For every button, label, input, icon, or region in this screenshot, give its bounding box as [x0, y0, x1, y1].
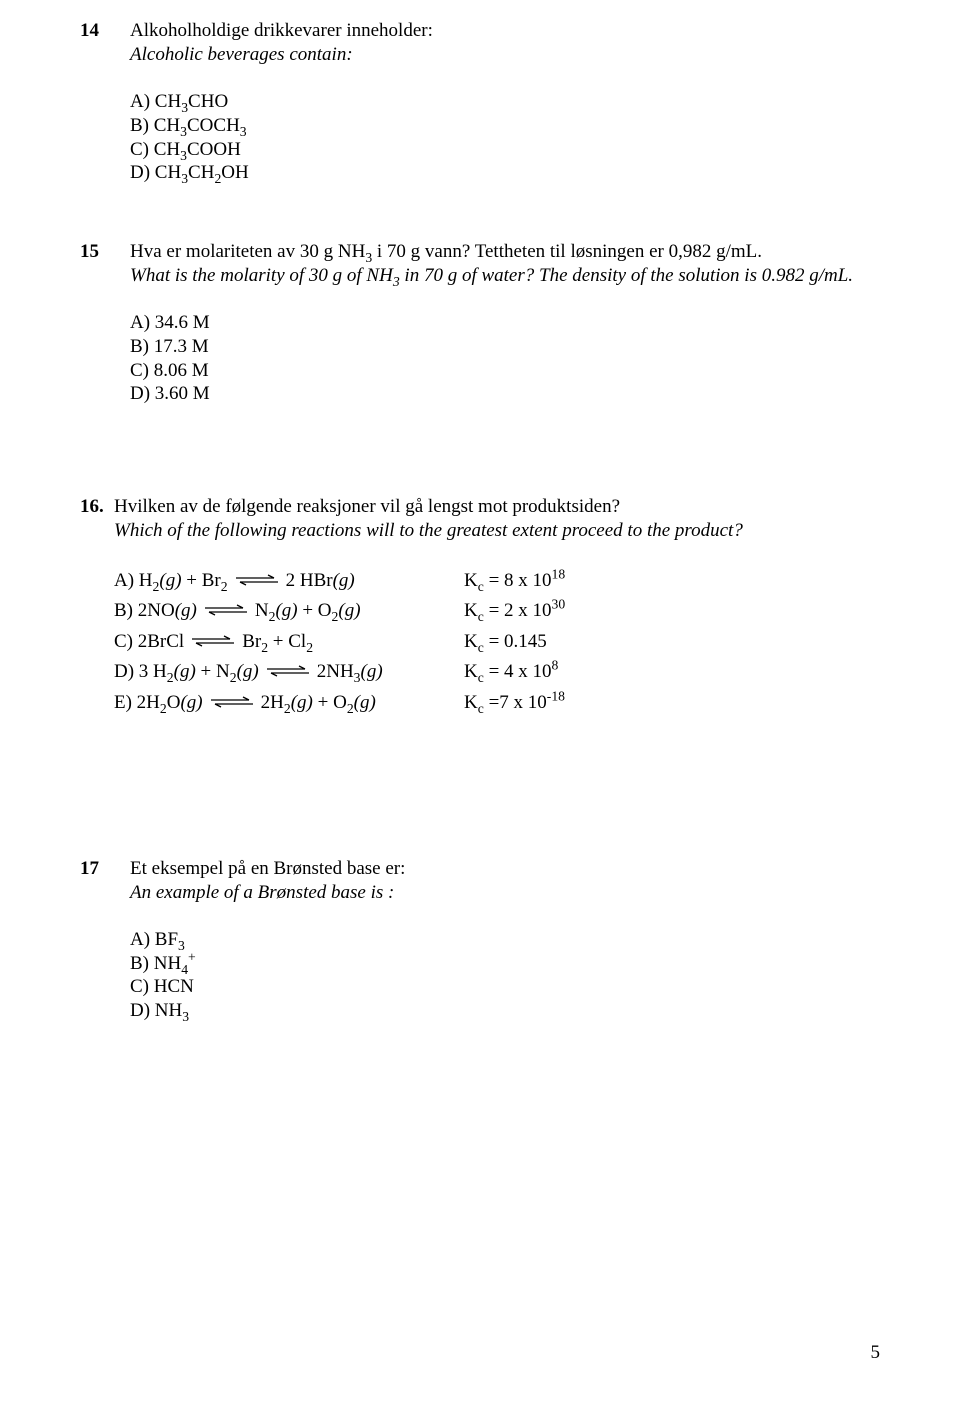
question-number: 14 — [80, 20, 130, 42]
reaction-row: A) H2(g) + Br2 2 HBr(g) Kc = 8 x 1018 — [114, 566, 880, 596]
option: D) CH3CH2OH — [130, 161, 880, 185]
page-number: 5 — [871, 1342, 881, 1364]
option: C) HCN — [130, 975, 880, 999]
question-17: 17 Et eksempel på en Brønsted base er: A… — [80, 858, 880, 1023]
reaction-pre: A) H2(g) + Br2 — [114, 566, 228, 596]
reaction-left: A) H2(g) + Br2 2 HBr(g) — [114, 566, 464, 596]
question-row: 17 Et eksempel på en Brønsted base er: A… — [80, 858, 880, 1023]
question-subtitle: Alcoholic beverages contain: — [130, 44, 880, 66]
reaction-k: Kc = 8 x 1018 — [464, 566, 565, 596]
option: D) NH3 — [130, 999, 880, 1023]
option: C) CH3COOH — [130, 138, 880, 162]
page: 14 Alkoholholdige drikkevarer inneholder… — [0, 0, 960, 1023]
reaction-k: Kc = 0.145 — [464, 627, 547, 657]
option: C) 8.06 M — [130, 359, 880, 383]
option: A) BF3 — [130, 928, 880, 952]
question-subtitle: What is the molarity of 30 g of NH3 in 7… — [130, 265, 880, 287]
question-16: 16. Hvilken av de følgende reaksjoner vi… — [80, 496, 880, 718]
reaction-pre: C) 2BrCl — [114, 627, 184, 657]
option: B) CH3COCH3 — [130, 114, 880, 138]
reactions-list: A) H2(g) + Br2 2 HBr(g) Kc = 8 x 1018 B)… — [114, 566, 880, 718]
reaction-row: D) 3 H2(g) + N2(g) 2NH3(g) Kc = 4 x 108 — [114, 657, 880, 687]
reaction-left: B) 2NO(g) N2(g) + O2(g) — [114, 596, 464, 626]
options-list: A) CH3CHO B) CH3COCH3 C) CH3COOH D) CH3C… — [130, 90, 880, 185]
question-row: 15 Hva er molariteten av 30 g NH3 i 70 g… — [80, 241, 880, 406]
option: B) NH4+ — [130, 952, 880, 976]
reaction-pre: E) 2H2O(g) — [114, 688, 203, 718]
reaction-post: N2(g) + O2(g) — [255, 596, 361, 626]
option: D) 3.60 M — [130, 382, 880, 406]
reaction-row: B) 2NO(g) N2(g) + O2(g) Kc = 2 x 1030 — [114, 596, 880, 626]
question-15: 15 Hva er molariteten av 30 g NH3 i 70 g… — [80, 241, 880, 406]
equilibrium-arrow-icon — [190, 627, 236, 657]
reaction-left: E) 2H2O(g) 2H2(g) + O2(g) — [114, 688, 464, 718]
question-number: 16. — [80, 496, 114, 518]
reaction-k: Kc = 2 x 1030 — [464, 596, 565, 626]
reaction-pre: B) 2NO(g) — [114, 596, 197, 626]
option: A) CH3CHO — [130, 90, 880, 114]
reaction-post: 2NH3(g) — [317, 657, 383, 687]
question-number: 17 — [80, 858, 130, 880]
reaction-post: Br2 + Cl2 — [242, 627, 313, 657]
reaction-left: D) 3 H2(g) + N2(g) 2NH3(g) — [114, 657, 464, 687]
reaction-k: Kc = 4 x 108 — [464, 657, 558, 687]
equilibrium-arrow-icon — [209, 688, 255, 718]
question-subtitle: Which of the following reactions will to… — [114, 520, 880, 542]
equilibrium-arrow-icon — [265, 657, 311, 687]
question-subtitle: An example of a Brønsted base is : — [130, 882, 880, 904]
options-list: A) 34.6 M B) 17.3 M C) 8.06 M D) 3.60 M — [130, 311, 880, 406]
reaction-row: C) 2BrCl Br2 + Cl2 Kc = 0.145 — [114, 627, 880, 657]
question-title: Hva er molariteten av 30 g NH3 i 70 g va… — [130, 241, 880, 263]
question-body: Hvilken av de følgende reaksjoner vil gå… — [114, 496, 880, 718]
equilibrium-arrow-icon — [203, 596, 249, 626]
question-body: Et eksempel på en Brønsted base er: An e… — [130, 858, 880, 1023]
reaction-post: 2H2(g) + O2(g) — [261, 688, 376, 718]
options-list: A) BF3 B) NH4+ C) HCN D) NH3 — [130, 928, 880, 1023]
reaction-row: E) 2H2O(g) 2H2(g) + O2(g) Kc =7 x 10-18 — [114, 688, 880, 718]
question-body: Alkoholholdige drikkevarer inneholder: A… — [130, 20, 880, 185]
option: A) 34.6 M — [130, 311, 880, 335]
reaction-left: C) 2BrCl Br2 + Cl2 — [114, 627, 464, 657]
question-title: Alkoholholdige drikkevarer inneholder: — [130, 20, 880, 42]
reaction-pre: D) 3 H2(g) + N2(g) — [114, 657, 259, 687]
question-row: 16. Hvilken av de følgende reaksjoner vi… — [80, 496, 880, 718]
question-title: Hvilken av de følgende reaksjoner vil gå… — [114, 496, 880, 518]
reaction-k: Kc =7 x 10-18 — [464, 688, 565, 718]
question-title: Et eksempel på en Brønsted base er: — [130, 858, 880, 880]
question-14: 14 Alkoholholdige drikkevarer inneholder… — [80, 20, 880, 185]
question-row: 14 Alkoholholdige drikkevarer inneholder… — [80, 20, 880, 185]
option: B) 17.3 M — [130, 335, 880, 359]
reaction-post: 2 HBr(g) — [286, 566, 355, 596]
equilibrium-arrow-icon — [234, 566, 280, 596]
question-body: Hva er molariteten av 30 g NH3 i 70 g va… — [130, 241, 880, 406]
question-number: 15 — [80, 241, 130, 263]
